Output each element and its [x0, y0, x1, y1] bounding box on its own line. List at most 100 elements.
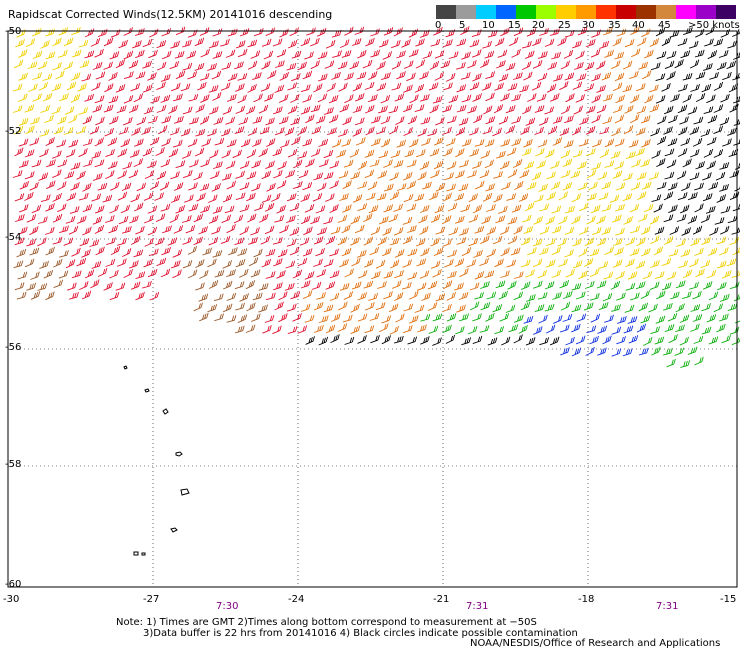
wind-barb-icon [612, 37, 622, 47]
wind-barb-icon [53, 126, 64, 135]
wind-barb-icon [668, 334, 678, 344]
wind-barb-icon [390, 259, 400, 269]
wind-barb-icon [222, 193, 233, 203]
legend-swatch [596, 5, 616, 19]
wind-barb-icon [650, 260, 660, 268]
wind-barb-icon [694, 49, 705, 58]
wind-barb-icon [531, 81, 542, 91]
wind-barb-icon [91, 82, 101, 91]
wind-barb-icon [342, 314, 353, 323]
wind-barb-icon [26, 214, 37, 223]
wind-barb-icon [130, 83, 141, 92]
wind-barb-icon [644, 94, 654, 104]
wind-barb-icon [417, 128, 427, 137]
wind-barb-icon [623, 172, 633, 181]
wind-barb-icon [225, 116, 236, 125]
wind-barb-icon [25, 38, 36, 48]
wind-barb-icon [310, 37, 320, 47]
wind-barb-icon [274, 301, 284, 311]
wind-barb-icon [188, 203, 199, 212]
wind-barb-icon [329, 248, 339, 257]
wind-barb-icon [104, 215, 115, 223]
wind-barb-icon [407, 115, 418, 125]
wind-barb-icon [339, 258, 349, 268]
wind-barb-icon [596, 280, 607, 289]
wind-speed-legend-labels: 0 5 10 15 20 25 30 35 40 45 >50 knots [432, 20, 740, 32]
wind-barb-icon [558, 191, 569, 201]
wind-barb-icon [460, 204, 471, 213]
wind-barb-icon [687, 215, 698, 224]
wind-barb-icon [446, 313, 457, 322]
wind-barb-icon [708, 181, 719, 190]
wind-barb-icon [586, 215, 596, 225]
wind-barb-icon [692, 137, 703, 147]
wind-barb-icon [573, 105, 583, 115]
wind-barb-icon [473, 249, 483, 258]
wind-barb-icon [303, 226, 313, 236]
wind-barb-icon [727, 215, 738, 224]
wind-barb-icon [433, 137, 444, 146]
wind-barb-icon [551, 269, 562, 278]
wind-barb-icon [460, 26, 470, 36]
wind-barb-icon [419, 225, 429, 235]
wind-barb-icon [389, 325, 399, 335]
wind-barb-icon [323, 171, 334, 180]
wind-barb-icon [199, 115, 210, 125]
wind-barb-icon [680, 360, 691, 368]
wind-barb-icon [24, 171, 35, 180]
wind-barb-icon [656, 181, 667, 190]
wind-barb-icon [94, 205, 105, 214]
wind-barb-icon [445, 29, 456, 38]
wind-barb-icon [379, 39, 389, 48]
wind-barb-icon [446, 115, 457, 124]
wind-barb-icon [700, 259, 711, 269]
wind-barb-icon [302, 290, 313, 300]
wind-barb-icon [592, 139, 602, 148]
wind-barb-icon [196, 192, 206, 202]
wind-barb-icon [565, 268, 575, 278]
wind-barb-icon [52, 213, 63, 223]
wind-barb-icon [642, 70, 652, 80]
wind-barb-icon [260, 235, 271, 245]
wind-barb-icon [578, 226, 589, 235]
wind-barb-icon [352, 105, 363, 113]
wind-barb-icon [455, 127, 466, 136]
wind-barb-icon [340, 39, 350, 49]
wind-barb-icon [419, 161, 430, 170]
wind-barb-icon [667, 312, 678, 322]
wind-barb-icon [427, 302, 438, 311]
wind-barb-icon [315, 115, 326, 124]
wind-barb-icon [614, 114, 625, 124]
wind-barb-icon [325, 281, 336, 290]
wind-barb-icon [518, 324, 528, 334]
wind-barb-icon [435, 182, 446, 192]
wind-barb-icon [82, 226, 92, 236]
wind-barb-icon [679, 116, 689, 125]
wind-barb-icon [133, 249, 144, 258]
wind-barb-icon [507, 280, 517, 290]
legend-swatch [616, 5, 636, 19]
wind-barb-icon [394, 292, 404, 302]
wind-barb-icon [537, 72, 548, 82]
wind-barb-icon [239, 226, 249, 236]
wind-barb-icon [342, 116, 352, 126]
wind-barb-icon [267, 70, 277, 80]
wind-barb-icon [668, 114, 678, 124]
wind-barb-icon [482, 192, 493, 202]
wind-barb-icon [527, 247, 537, 256]
wind-barb-icon [329, 204, 339, 214]
wind-barb-icon [168, 105, 178, 114]
wind-barb-icon [493, 171, 503, 179]
wind-barb-icon [193, 171, 203, 181]
wind-barb-icon [641, 226, 651, 235]
wind-barb-icon [57, 159, 68, 168]
wind-barb-icon [650, 235, 660, 245]
wind-barb-icon [454, 282, 464, 291]
wind-barb-icon [651, 194, 662, 203]
wind-barb-icon [419, 93, 430, 102]
lat-label: -56 [5, 342, 22, 353]
wind-barb-icon [419, 270, 430, 279]
wind-barb-icon [677, 148, 688, 157]
wind-barb-icon [403, 103, 413, 113]
wind-barb-icon [302, 70, 313, 80]
